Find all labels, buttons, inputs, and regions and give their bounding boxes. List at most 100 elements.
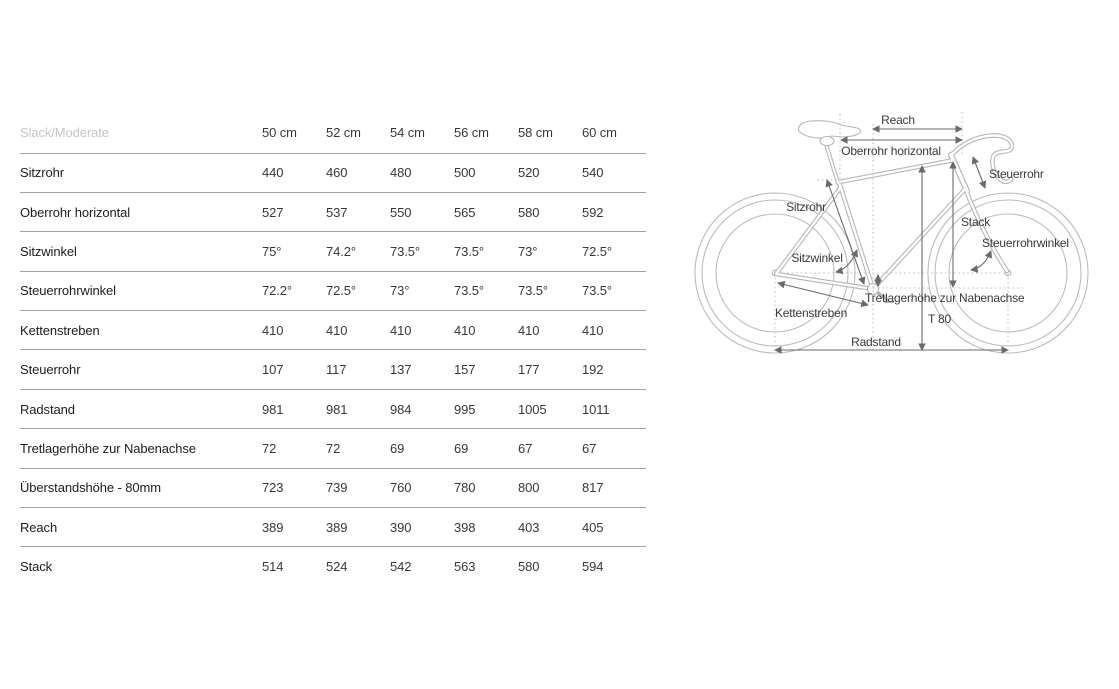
cell-value: 580: [518, 204, 540, 220]
cell-value: 73.5°: [390, 243, 421, 259]
table-row: Steuerrohr 107 117 137 157 177 192: [20, 350, 646, 390]
measurement-arrows: [774, 125, 1009, 354]
cell-value: 74.2°: [326, 243, 357, 259]
row-label: Tretlagerhöhe zur Nabenachse: [20, 440, 196, 456]
cell-value: 563: [454, 559, 476, 575]
cell-value: 542: [390, 559, 412, 575]
table-row: Stack 514 524 542 563 580 594: [20, 547, 646, 586]
cell-value: 410: [582, 322, 604, 338]
cell-value: 192: [582, 362, 604, 378]
label-oberrohr-horizontal: Oberrohr horizontal: [841, 144, 941, 158]
table-row: Tretlagerhöhe zur Nabenachse 72 72 69 69…: [20, 429, 646, 469]
cell-value: 410: [518, 322, 540, 338]
cell-value: 984: [390, 401, 412, 417]
row-label: Radstand: [20, 401, 75, 417]
cell-value: 981: [326, 401, 348, 417]
cell-value: 410: [454, 322, 476, 338]
cell-value: 780: [454, 480, 476, 496]
column-header-60cm: 60 cm: [582, 125, 617, 141]
kettenstreben-arrow: [777, 280, 869, 308]
table-row: Überstandshöhe - 80mm 723 739 760 780 80…: [20, 468, 646, 508]
cell-value: 440: [262, 165, 284, 181]
cell-value: 390: [390, 519, 412, 535]
seatpost-clamp-icon: [819, 135, 835, 147]
label-tretlagerhoehe: Tretlagerhöhe zur Nabenachse: [865, 291, 1025, 305]
cell-value: 520: [518, 165, 540, 181]
cell-value: 72.2°: [262, 283, 293, 299]
label-reach: Reach: [881, 113, 915, 127]
cell-value: 592: [582, 204, 604, 220]
row-label: Sitzwinkel: [20, 243, 77, 259]
label-sitzwinkel: Sitzwinkel: [791, 251, 842, 265]
cell-value: 981: [262, 401, 284, 417]
table-row: Radstand 981 981 984 995 1005 1011: [20, 389, 646, 429]
cell-value: 800: [518, 480, 540, 496]
cell-value: 67: [518, 440, 533, 456]
cell-value: 403: [518, 519, 540, 535]
saddle-icon: [798, 120, 862, 139]
cell-value: 69: [454, 440, 469, 456]
label-t80: T 80: [928, 312, 952, 326]
row-label: Stack: [20, 559, 53, 575]
cell-value: 73.5°: [454, 283, 485, 299]
table-body: Sitzrohr 440 460 480 500 520 540 Oberroh…: [20, 153, 646, 586]
column-header-50cm: 50 cm: [262, 125, 297, 141]
sitzwinkel-angle-arrow: [835, 249, 858, 275]
diagram-labels: Reach Oberrohr horizontal Steuerrohr Sit…: [775, 113, 1069, 349]
label-radstand: Radstand: [851, 335, 901, 349]
cell-value: 817: [582, 480, 604, 496]
cell-value: 398: [454, 519, 476, 535]
table-row: Kettenstreben 410 410 410 410 410 410: [20, 311, 646, 350]
cell-value: 410: [390, 322, 412, 338]
row-label: Sitzrohr: [20, 165, 64, 181]
row-label: Reach: [20, 519, 58, 535]
cell-value: 527: [262, 204, 284, 220]
column-header-56cm: 56 cm: [454, 125, 489, 141]
cell-value: 389: [262, 519, 284, 535]
row-label: Steuerrohr: [20, 362, 81, 378]
table-row: Oberrohr horizontal 527 537 550 565 580 …: [20, 192, 646, 232]
cell-value: 157: [454, 362, 476, 378]
label-steuerrohrwinkel: Steuerrohrwinkel: [982, 236, 1069, 250]
table-row: Reach 389 389 390 398 403 405: [20, 508, 646, 547]
cell-value: 514: [262, 559, 284, 575]
cell-value: 72: [262, 440, 277, 456]
label-sitzrohr: Sitzrohr: [786, 200, 826, 214]
steuerrohrwinkel-angle-arrow: [970, 250, 992, 273]
column-header-54cm: 54 cm: [390, 125, 425, 141]
cell-value: 69: [390, 440, 405, 456]
table-row: Sitzrohr 440 460 480 500 520 540: [20, 153, 646, 193]
cell-value: 594: [582, 559, 604, 575]
cell-value: 73.5°: [518, 283, 549, 299]
cell-value: 410: [262, 322, 284, 338]
cell-value: 524: [326, 559, 348, 575]
label-stack: Stack: [961, 215, 991, 229]
cell-value: 75°: [262, 243, 282, 259]
cell-value: 480: [390, 165, 412, 181]
cell-value: 72: [326, 440, 341, 456]
cell-value: 72.5°: [326, 283, 357, 299]
cell-value: 389: [326, 519, 348, 535]
cell-value: 73.5°: [582, 283, 613, 299]
cell-value: 565: [454, 204, 476, 220]
cell-value: 72.5°: [582, 243, 613, 259]
cell-value: 107: [262, 362, 284, 378]
cell-value: 550: [390, 204, 412, 220]
cell-value: 723: [262, 480, 284, 496]
row-label: Überstandshöhe - 80mm: [20, 480, 161, 496]
cell-value: 177: [518, 362, 540, 378]
cell-value: 73.5°: [454, 243, 485, 259]
label-steuerrohr: Steuerrohr: [989, 167, 1044, 181]
cell-value: 1005: [518, 401, 547, 417]
row-label: Kettenstreben: [20, 322, 100, 338]
column-header-52cm: 52 cm: [326, 125, 361, 141]
cell-value: 500: [454, 165, 476, 181]
cell-value: 995: [454, 401, 476, 417]
row-label: Steuerrohrwinkel: [20, 283, 116, 299]
cell-value: 73°: [390, 283, 410, 299]
cell-value: 537: [326, 204, 348, 220]
table-corner-label: Slack/Moderate: [20, 125, 109, 141]
label-kettenstreben: Kettenstreben: [775, 306, 847, 320]
cell-value: 117: [326, 362, 347, 378]
cell-value: 405: [582, 519, 604, 535]
